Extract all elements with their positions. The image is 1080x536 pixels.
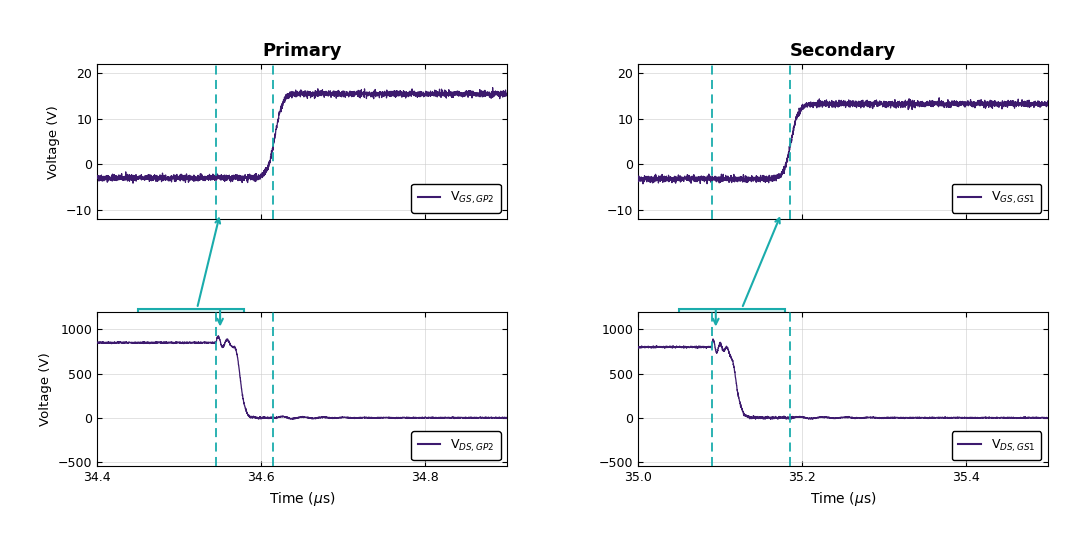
- Text: V$_{DS}$ @ 0 V
Before V$_{GS}$ High: V$_{DS}$ @ 0 V Before V$_{GS}$ High: [685, 218, 780, 349]
- X-axis label: Time ($\mu$s): Time ($\mu$s): [810, 490, 876, 508]
- Legend: V$_{DS,GS1}$: V$_{DS,GS1}$: [951, 431, 1041, 460]
- Text: V$_{DS}$ @ 0 V
Before V$_{GS}$ High: V$_{DS}$ @ 0 V Before V$_{GS}$ High: [145, 219, 239, 349]
- Title: Secondary: Secondary: [789, 42, 896, 60]
- Legend: V$_{DS,GP2}$: V$_{DS,GP2}$: [411, 431, 501, 460]
- Y-axis label: Voltage (V): Voltage (V): [48, 105, 60, 178]
- Y-axis label: Voltage (V): Voltage (V): [39, 352, 52, 426]
- Title: Primary: Primary: [262, 42, 341, 60]
- X-axis label: Time ($\mu$s): Time ($\mu$s): [269, 490, 335, 508]
- Legend: V$_{GS,GS1}$: V$_{GS,GS1}$: [951, 184, 1041, 213]
- Legend: V$_{GS,GP2}$: V$_{GS,GP2}$: [411, 184, 501, 213]
